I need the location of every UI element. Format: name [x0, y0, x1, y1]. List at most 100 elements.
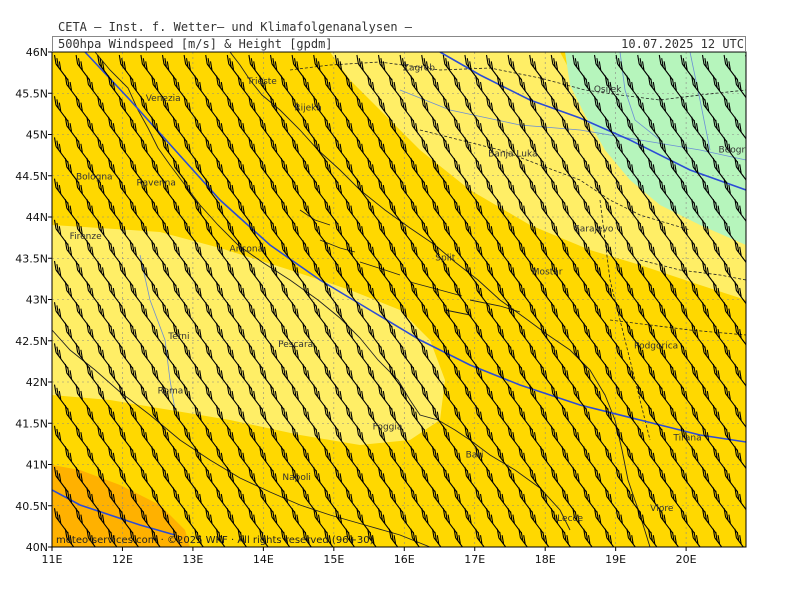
- wind-barb: [561, 75, 577, 101]
- wind-barb: [388, 240, 404, 266]
- wind-barb: [269, 178, 285, 204]
- wind-barb: [313, 384, 328, 410]
- wind-barb: [550, 54, 566, 81]
- wind-barb: [475, 116, 490, 143]
- wind-barb: [345, 446, 361, 472]
- wind-barb: [442, 466, 458, 493]
- wind-barb: [194, 405, 209, 431]
- wind-barb: [410, 281, 425, 307]
- wind-barb: [691, 405, 706, 431]
- wind-barb: [53, 343, 69, 369]
- wind-barb: [745, 96, 746, 102]
- wind-barb: [334, 260, 350, 287]
- wind-barb: [161, 178, 177, 204]
- wind-barb: [313, 96, 328, 122]
- wind-barb: [712, 405, 728, 431]
- wind-barb: [745, 260, 746, 267]
- wind-barb: [550, 508, 566, 534]
- wind-barb: [75, 508, 91, 534]
- wind-barb: [658, 96, 674, 122]
- wind-barb: [442, 178, 458, 204]
- wind-barb: [701, 425, 717, 452]
- wind-barb: [129, 240, 145, 266]
- wind-barb: [496, 75, 512, 101]
- wind-barb: [107, 199, 123, 225]
- wind-barb: [410, 405, 425, 431]
- wind-barb: [345, 199, 361, 225]
- wind-barb: [464, 54, 479, 81]
- wind-barb: [626, 75, 641, 101]
- wind-barb: [507, 302, 523, 328]
- wind-barb: [345, 363, 361, 390]
- wind-barb: [215, 199, 231, 225]
- wind-barb: [302, 281, 317, 307]
- wind-barb: [453, 446, 469, 472]
- city-label: Mostar: [532, 267, 563, 277]
- wind-barb: [302, 322, 317, 349]
- wind-barb: [259, 281, 274, 307]
- wind-barb: [280, 363, 296, 390]
- wind-barb: [637, 54, 652, 81]
- wind-barb: [615, 425, 631, 452]
- wind-barb: [97, 137, 112, 163]
- wind-barb: [431, 405, 447, 431]
- wind-barb: [183, 137, 199, 163]
- wind-barb: [75, 425, 91, 452]
- wind-barb: [691, 281, 706, 307]
- wind-barb: [539, 240, 555, 266]
- wind-barb: [356, 425, 371, 452]
- wind-barb: [691, 363, 706, 390]
- wind-barb: [248, 343, 263, 369]
- wind-barb: [583, 281, 598, 307]
- wind-barb: [593, 302, 609, 328]
- wind-barb: [658, 260, 674, 287]
- wind-barb: [475, 75, 490, 101]
- wind-barb: [129, 528, 140, 547]
- wind-barb: [734, 281, 746, 305]
- wind-barb: [485, 178, 501, 204]
- wind-barb: [259, 446, 274, 472]
- wind-barb: [280, 446, 296, 472]
- wind-barb: [745, 466, 746, 473]
- wind-barb: [248, 425, 263, 452]
- wind-barb: [259, 528, 269, 547]
- wind-barb: [539, 116, 555, 143]
- wind-barb: [302, 405, 317, 431]
- wind-barb: [367, 75, 382, 101]
- wind-barb: [431, 487, 447, 513]
- wind-barb: [75, 302, 91, 328]
- wind-barb: [561, 528, 572, 547]
- wind-barb: [701, 96, 717, 122]
- wind-barb: [161, 96, 177, 122]
- wind-barb: [205, 96, 220, 122]
- wind-barb: [561, 281, 577, 307]
- wind-barb: [701, 508, 717, 534]
- wind-barb: [745, 54, 746, 61]
- wind-barb: [431, 322, 447, 349]
- wind-barb: [464, 178, 479, 204]
- wind-barb: [280, 199, 296, 225]
- wind-barb: [507, 425, 523, 452]
- wind-barb: [226, 137, 242, 163]
- city-label: Venezia: [146, 94, 181, 104]
- wind-barb: [658, 425, 674, 452]
- wind-barb: [680, 302, 695, 328]
- wind-barb: [172, 405, 188, 431]
- wind-barb: [345, 405, 361, 431]
- wind-barb: [53, 384, 69, 410]
- wind-barb: [75, 96, 91, 122]
- wind-barb: [151, 528, 161, 547]
- wind-barb: [118, 96, 134, 122]
- wind-barb: [291, 260, 307, 287]
- wind-barb: [226, 219, 242, 246]
- city-label: Lecce: [557, 514, 583, 524]
- wind-barb: [464, 302, 479, 328]
- wind-barb: [680, 466, 695, 493]
- wind-barb: [453, 199, 469, 225]
- wind-barb: [151, 363, 166, 390]
- wind-barb: [129, 363, 145, 390]
- wind-barb: [97, 219, 112, 246]
- wind-barb: [291, 466, 307, 493]
- wind-barb: [604, 116, 620, 143]
- wind-barb: [669, 322, 685, 349]
